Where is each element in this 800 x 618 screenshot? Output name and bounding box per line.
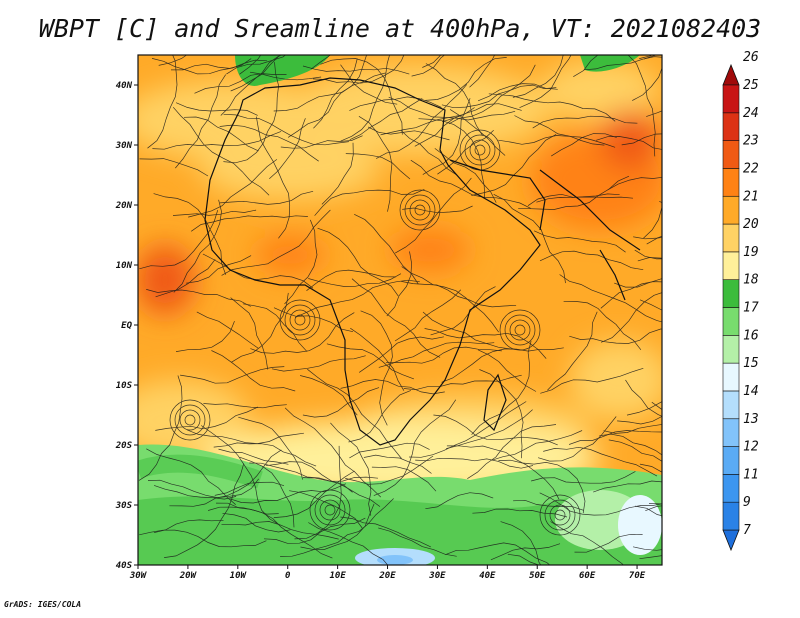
colorbar-min-triangle	[722, 529, 740, 552]
colorbar-swatch	[722, 474, 740, 503]
colorbar-level-label: 20	[743, 217, 759, 232]
colorbar-max-triangle	[722, 63, 740, 86]
colorbar-level-label: 11	[743, 467, 759, 482]
lon-tick-label: 10E	[329, 571, 346, 581]
lon-tick-label: 10W	[230, 571, 248, 581]
streamlines	[138, 55, 662, 565]
colorbar-level-label: 15	[743, 356, 759, 371]
colorbar-level-label: 22	[743, 161, 759, 176]
colorbar-swatch	[722, 390, 740, 420]
colorbar-swatch	[722, 223, 740, 253]
colorbar-swatch	[722, 84, 740, 114]
lat-tick-label: 40S	[116, 561, 133, 571]
lat-tick-label: 30S	[115, 501, 133, 511]
lat-tick-label: 10S	[116, 381, 133, 391]
colorbar-level-label: 7	[743, 523, 751, 538]
lon-tick-label: 20W	[179, 571, 198, 581]
colorbar-swatch	[722, 168, 740, 197]
colorbar-level-label: 18	[743, 273, 759, 288]
colorbar-swatch	[722, 140, 740, 169]
colorbar-level-label: 26	[743, 50, 759, 65]
colorbar: 7 9 11 12 13 14 15 16 17 18 19 20 21 22 23 24 25 26	[722, 50, 759, 552]
colorbar-swatch	[722, 418, 740, 447]
lat-tick-label: 20N	[115, 201, 133, 211]
colorbar-swatch	[722, 112, 740, 141]
lon-tick-label: 60E	[579, 571, 596, 581]
colorbar-level-label: 12	[743, 440, 759, 455]
colorbar-level-label: 9	[743, 495, 751, 510]
colorbar-swatch	[722, 446, 740, 475]
colorbar-level-label: 24	[743, 106, 759, 121]
colorbar-level-label: 16	[743, 328, 759, 343]
lon-tick-label: 20E	[378, 571, 396, 581]
colorbar-level-label: 23	[743, 134, 759, 149]
colorbar-swatch	[722, 501, 740, 531]
colorbar-level-label: 13	[743, 412, 759, 427]
colorbar-level-label: 21	[743, 189, 759, 204]
coastlines	[204, 77, 641, 446]
colorbar-level-label: 17	[743, 301, 759, 316]
lat-tick-label: 20S	[115, 441, 133, 451]
lon-tick-label: 30E	[428, 571, 446, 581]
lon-tick-label: 50E	[529, 571, 546, 581]
colorbar-swatch	[722, 362, 740, 392]
colorbar-swatch	[722, 335, 740, 364]
lon-tick-label: 30W	[129, 571, 148, 581]
map-frame	[137, 54, 663, 566]
lat-tick-label: EQ	[121, 321, 132, 331]
colorbar-swatch	[722, 251, 740, 280]
credit-text: GrADS: IGES/COLA	[4, 600, 82, 609]
colorbar-swatch	[722, 307, 740, 336]
lon-tick-label: 0	[285, 571, 291, 581]
colorbar-swatch	[722, 195, 740, 225]
colorbar-level-label: 25	[743, 78, 759, 93]
lat-tick-label: 10N	[116, 261, 133, 271]
wbpt-shaded-field	[138, 55, 662, 565]
lon-tick-label: 40E	[479, 571, 496, 581]
lon-tick-label: 70E	[629, 571, 646, 581]
colorbar-swatch	[722, 279, 740, 308]
colorbar-level-label: 19	[743, 245, 759, 260]
chart-title: WBPT [C] and Sreamline at 400hPa, VT: 20…	[38, 14, 762, 43]
colorbar-level-label: 14	[743, 384, 759, 399]
lat-tick-label: 40N	[116, 81, 133, 91]
lat-tick-label: 30N	[115, 141, 133, 151]
